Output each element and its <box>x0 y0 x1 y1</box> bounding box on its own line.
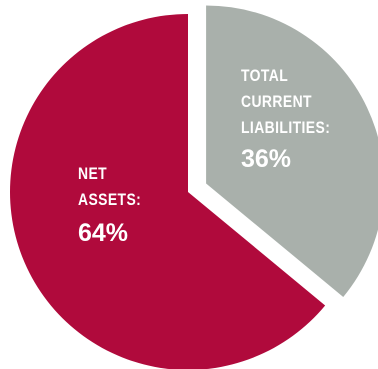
slice-labels: TOTAL CURRENT LIABILITIES: 36% NET ASSETS: 64% <box>78 67 330 247</box>
slice-1-label-line-0: NET <box>78 165 107 184</box>
slice-1-label-line-1: ASSETS: <box>78 191 141 210</box>
slice-0-label-line-2: LIABILITIES: <box>241 119 330 138</box>
pie-slice-1 <box>10 14 326 369</box>
slice-0-label-line-0: TOTAL <box>241 67 288 86</box>
slice-0-label-line-1: CURRENT <box>241 93 312 112</box>
pie-slice-0 <box>206 5 378 297</box>
slice-1-value-label: 64% <box>78 219 128 247</box>
slice-0-value-label: 36% <box>241 145 291 173</box>
slice-label-1: NET ASSETS: 64% <box>78 165 141 247</box>
pie-slices <box>10 5 378 369</box>
slice-label-0: TOTAL CURRENT LIABILITIES: 36% <box>241 67 330 173</box>
